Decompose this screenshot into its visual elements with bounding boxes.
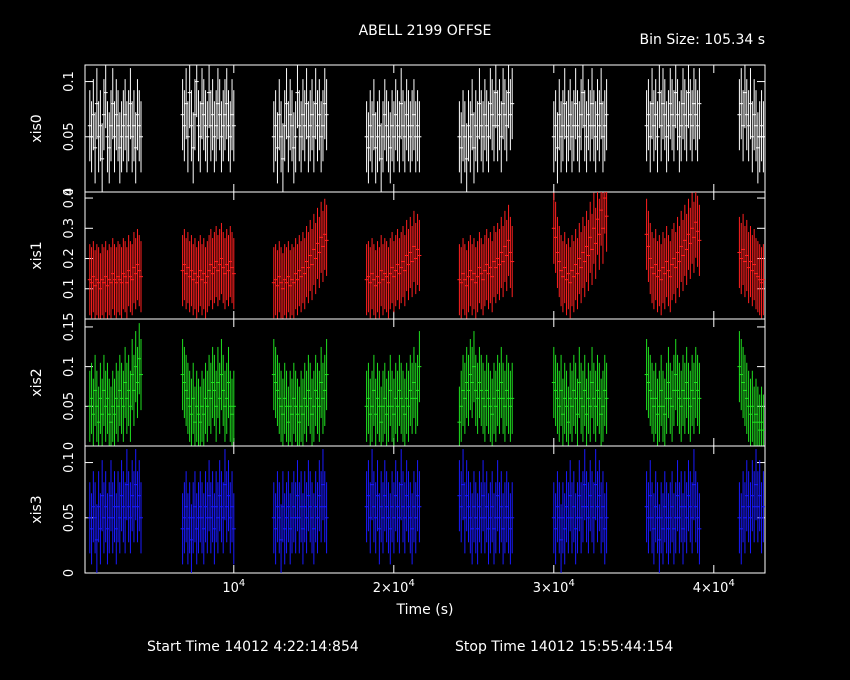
series-xis2 — [87, 323, 765, 446]
panel-label-xis3: xis3 — [29, 495, 45, 523]
y-tick-label: 0.1 — [62, 452, 77, 473]
x-tick-label: 2×104 — [373, 578, 415, 596]
panels-group: 0 0.05 0.1 xis0 0.1 0.2 0.3 0.4 xis1 0 0.05 0.1 0.15… — [29, 64, 766, 577]
y-tick-label: 0.05 — [62, 392, 77, 421]
y-tick-label: 0.05 — [62, 122, 77, 151]
stop-time-label: Stop Time 14012 15:55:44:154 — [455, 639, 673, 655]
y-tick-label: 0.2 — [62, 248, 77, 269]
panel-xis1: 0.1 0.2 0.3 0.4 xis1 — [29, 188, 766, 320]
panel-xis3: 0 0.05 0.1 xis3 — [29, 445, 766, 577]
y-tick-label: 0.05 — [62, 503, 77, 532]
series-xis1 — [87, 192, 765, 319]
x-axis-label: Time (s) — [396, 602, 454, 618]
y-tick-label: 0.4 — [62, 188, 77, 209]
start-time-label: Start Time 14012 4:22:14:854 — [147, 639, 359, 655]
panel-xis2: 0 0.05 0.1 0.15 xis2 — [29, 312, 766, 450]
y-tick-label: 0.1 — [62, 356, 77, 377]
y-tick-label: 0.1 — [62, 71, 77, 92]
x-tick-label: 3×104 — [533, 578, 575, 596]
y-tick-label: 0.3 — [62, 218, 77, 239]
y-tick-label: 0 — [62, 188, 77, 196]
panel-label-xis0: xis0 — [29, 114, 45, 142]
series-xis3 — [87, 449, 765, 573]
y-tick-label: 0 — [62, 442, 77, 450]
x-tick-label: 4×104 — [693, 578, 735, 596]
bin-size-label: Bin Size: 105.34 s — [640, 32, 765, 48]
y-tick-label: 0.1 — [62, 278, 77, 299]
panel-xis0: 0 0.05 0.1 xis0 — [29, 64, 766, 196]
panel-label-xis2: xis2 — [29, 368, 45, 396]
panel-frame — [84, 445, 766, 574]
x-tick-labels: 104 2×104 3×104 4×104 — [222, 578, 735, 596]
y-tick-label: 0.15 — [62, 312, 77, 341]
series-xis0 — [87, 65, 765, 192]
chart-title: ABELL 2199 OFFSE — [359, 23, 492, 39]
panel-label-xis1: xis1 — [29, 241, 45, 269]
y-tick-label: 0 — [62, 569, 77, 577]
